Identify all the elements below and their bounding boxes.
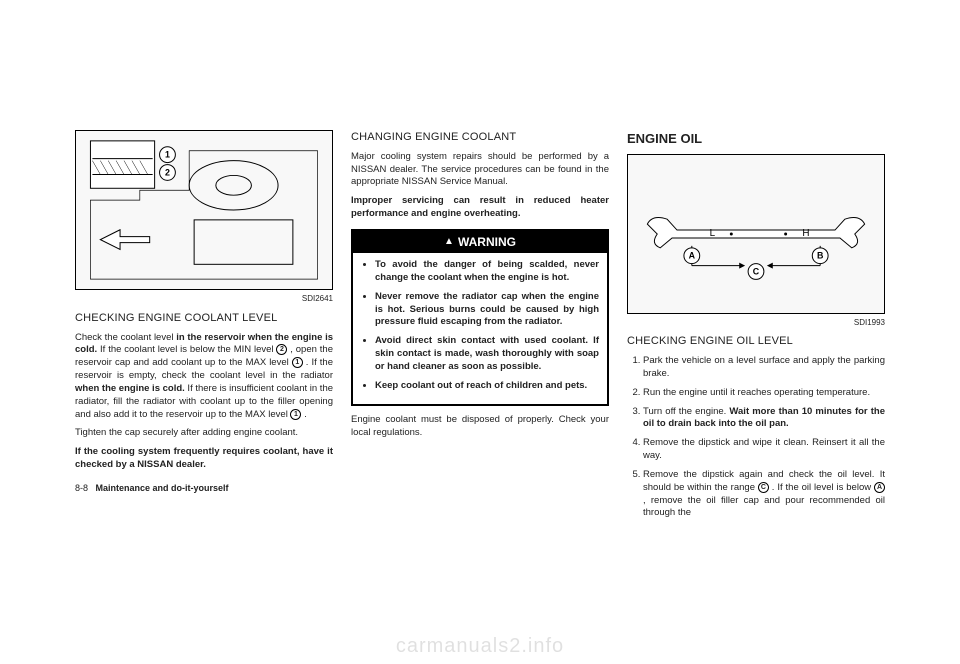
watermark: carmanuals2.info — [0, 635, 960, 658]
callout-1b: 1 — [290, 409, 301, 420]
callout-a: A — [874, 482, 885, 493]
figure-coolant-reservoir: 1 2 — [75, 130, 333, 290]
paragraph: Check the coolant level in the reservoir… — [75, 332, 333, 422]
figure-caption: SDI2641 — [75, 294, 333, 305]
heading-coolant-level: CHECKING ENGINE COOLANT LEVEL — [75, 311, 333, 326]
svg-text:H: H — [802, 228, 809, 239]
paragraph: Engine coolant must be disposed of prope… — [351, 414, 609, 440]
warning-item: Keep coolant out of reach of children an… — [375, 380, 599, 393]
svg-text:B: B — [817, 250, 823, 260]
callout-1: 1 — [292, 357, 303, 368]
step-item: Remove the dipstick again and check the … — [643, 469, 885, 520]
manual-page: 1 2 SDI2641 CHECKING ENGINE COOLANT LEVE… — [0, 0, 960, 556]
svg-text:L: L — [710, 228, 716, 239]
warning-box: WARNING To avoid the danger of being sca… — [351, 229, 609, 407]
heading-changing-coolant: CHANGING ENGINE COOLANT — [351, 130, 609, 145]
figure-caption: SDI1993 — [627, 318, 885, 329]
step-item: Park the vehicle on a level surface and … — [643, 355, 885, 381]
svg-text:C: C — [753, 266, 760, 276]
svg-text:1: 1 — [165, 150, 170, 160]
section-heading-engine-oil: ENGINE OIL — [627, 130, 885, 148]
figure-dipstick: L H A B C — [627, 154, 885, 314]
callout-c: C — [758, 482, 769, 493]
callout-2: 2 — [276, 344, 287, 355]
page-footer: 8-8 Maintenance and do-it-yourself — [75, 482, 333, 494]
paragraph: Major cooling system repairs should be p… — [351, 151, 609, 189]
warning-item: Avoid direct skin contact with used cool… — [375, 335, 599, 373]
warning-body: To avoid the danger of being scalded, ne… — [353, 253, 607, 404]
paragraph-bold: If the cooling system frequently require… — [75, 446, 333, 472]
column-right: ENGINE OIL L H A B C SDI1993 — [627, 130, 885, 526]
step-item: Remove the dipstick and wipe it clean. R… — [643, 437, 885, 463]
svg-text:A: A — [689, 250, 696, 260]
step-item: Run the engine until it reaches operatin… — [643, 387, 885, 400]
steps-list: Park the vehicle on a level surface and … — [627, 355, 885, 520]
page-number: 8-8 — [75, 483, 88, 493]
warning-item: Never remove the radiator cap when the e… — [375, 291, 599, 329]
step-item: Turn off the engine. Wait more than 10 m… — [643, 406, 885, 432]
paragraph: Tighten the cap securely after adding en… — [75, 427, 333, 440]
warning-heading: WARNING — [353, 231, 607, 253]
heading-oil-level: CHECKING ENGINE OIL LEVEL — [627, 334, 885, 349]
column-middle: CHANGING ENGINE COOLANT Major cooling sy… — [351, 130, 609, 526]
paragraph-bold: Improper servicing can result in reduced… — [351, 195, 609, 221]
warning-list: To avoid the danger of being scalded, ne… — [361, 259, 599, 392]
warning-item: To avoid the danger of being scalded, ne… — [375, 259, 599, 285]
column-left: 1 2 SDI2641 CHECKING ENGINE COOLANT LEVE… — [75, 130, 333, 526]
section-title: Maintenance and do-it-yourself — [96, 483, 229, 493]
svg-text:2: 2 — [165, 167, 170, 177]
